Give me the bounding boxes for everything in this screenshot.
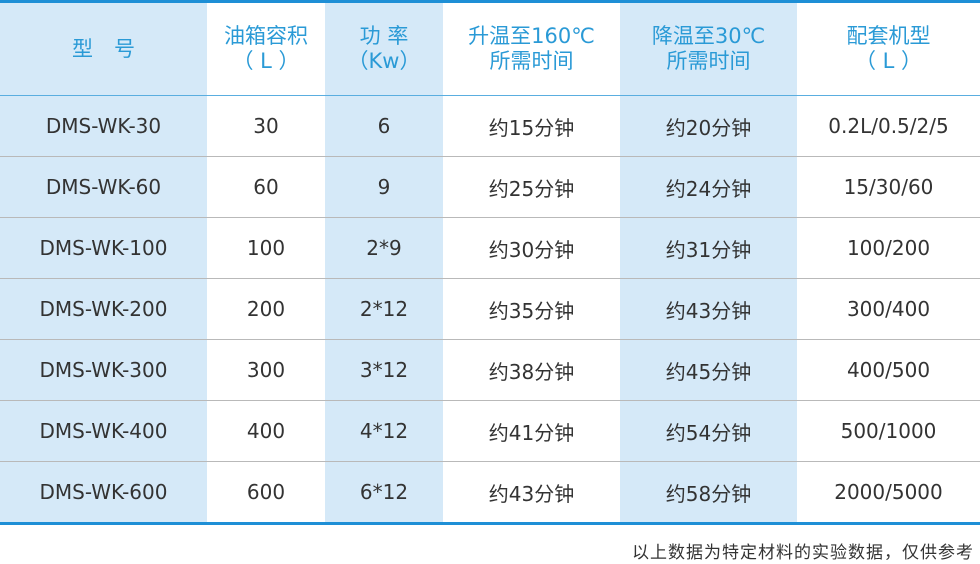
cell-tank-volume: 60 — [207, 156, 325, 218]
table-row: DMS-WK-300 300 3*12 约38分钟 约45分钟 400/500 — [0, 339, 980, 401]
header-line: （ L ） — [854, 49, 923, 73]
cell-heat-up-time: 约25分钟 — [443, 156, 620, 218]
cell-cool-down-time: 约20分钟 — [620, 95, 797, 157]
cell-cool-down-time: 约54分钟 — [620, 400, 797, 462]
header-tank-volume: 油箱容积（ L ） — [207, 1, 325, 96]
cell-model: DMS-WK-400 — [0, 400, 207, 462]
table-row: DMS-WK-60 60 9 约25分钟 约24分钟 15/30/60 — [0, 156, 980, 218]
header-line: 所需时间 — [489, 49, 574, 73]
header-line: 型 号 — [72, 36, 135, 61]
cell-tank-volume: 400 — [207, 400, 325, 462]
header-line: （ L ） — [232, 49, 300, 73]
cell-model: DMS-WK-30 — [0, 95, 207, 157]
table-row: DMS-WK-100 100 2*9 约30分钟 约31分钟 100/200 — [0, 217, 980, 279]
table-row: DMS-WK-30 30 6 约15分钟 约20分钟 0.2L/0.5/2/5 — [0, 95, 980, 157]
header-row: 型 号油箱容积（ L ）功 率（Kw） 升温至160℃ 所需时间 降温至30℃ 所需时间… — [0, 1, 980, 96]
header-compatible-models: 配套机型（ L ） — [797, 1, 980, 96]
header-line: 油箱容积 — [224, 24, 308, 48]
cell-heat-up-time: 约41分钟 — [443, 400, 620, 462]
header-line: （Kw） — [347, 49, 421, 73]
cell-model: DMS-WK-200 — [0, 278, 207, 340]
cell-cool-down-time: 约31分钟 — [620, 217, 797, 279]
cell-power: 2*9 — [325, 217, 443, 279]
cell-cool-down-time: 约43分钟 — [620, 278, 797, 340]
cell-model: DMS-WK-600 — [39, 480, 168, 504]
cell-tank-volume: 600 — [246, 480, 286, 504]
header-line: 升温至160℃ — [468, 24, 595, 48]
header-line: 所需时间 — [666, 49, 751, 73]
cell-heat-up-time: 约43分钟 — [488, 481, 575, 506]
cell-power: 6*12 — [359, 480, 409, 504]
cell-heat-up-time: 约35分钟 — [443, 278, 620, 340]
cell-cool-down-time: 约58分钟 — [665, 481, 752, 506]
cell-compatible-models: 15/30/60 — [797, 156, 980, 218]
cell-heat-up-time: 约30分钟 — [443, 217, 620, 279]
cell-model: DMS-WK-60 — [0, 156, 207, 218]
cell-compatible-models: 400/500 — [797, 339, 980, 401]
cell-tank-volume: 100 — [207, 217, 325, 279]
table-row: DMS-WK-200 200 2*12 约35分钟 约43分钟 300/400 — [0, 278, 980, 340]
cell-tank-volume: 30 — [207, 95, 325, 157]
header-line: 功 率 — [359, 24, 409, 48]
spec-table: 型 号油箱容积（ L ）功 率（Kw） 升温至160℃ 所需时间 降温至30℃ 所需时间… — [0, 0, 980, 525]
cell-model: DMS-WK-300 — [0, 339, 207, 401]
cell-heat-up-time: 约15分钟 — [443, 95, 620, 157]
cell-power: 3*12 — [325, 339, 443, 401]
footnote: 以上数据为特定材料的实验数据，仅供参考 — [632, 543, 974, 563]
cell-model: DMS-WK-100 — [0, 217, 207, 279]
cell-compatible-models: 2000/5000 — [834, 480, 943, 504]
cell-compatible-models: 100/200 — [797, 217, 980, 279]
header-cool-down-time: 降温至30℃ 所需时间 — [620, 1, 797, 96]
cell-heat-up-time: 约38分钟 — [443, 339, 620, 401]
cell-compatible-models: 300/400 — [797, 278, 980, 340]
header-line: 降温至30℃ — [651, 24, 766, 48]
cell-power: 2*12 — [325, 278, 443, 340]
cell-compatible-models: 0.2L/0.5/2/5 — [797, 95, 980, 157]
cell-compatible-models: 500/1000 — [797, 400, 980, 462]
header-heat-up-time: 升温至160℃ 所需时间 — [443, 1, 620, 96]
table-row: DMS-WK-400 400 4*12 约41分钟 约54分钟 500/1000 — [0, 400, 980, 462]
cell-cool-down-time: 约45分钟 — [620, 339, 797, 401]
header-power: 功 率（Kw） — [325, 1, 443, 96]
cell-tank-volume: 200 — [207, 278, 325, 340]
header-line: 配套机型 — [846, 24, 931, 48]
table-row: DMS-WK-600 600 6*12 约43分钟 约58分钟 2000/5000 — [0, 462, 980, 524]
cell-tank-volume: 300 — [207, 339, 325, 401]
header-model: 型 号 — [0, 1, 207, 96]
cell-cool-down-time: 约24分钟 — [620, 156, 797, 218]
cell-power: 6 — [325, 95, 443, 157]
cell-power: 9 — [325, 156, 443, 218]
cell-power: 4*12 — [325, 400, 443, 462]
